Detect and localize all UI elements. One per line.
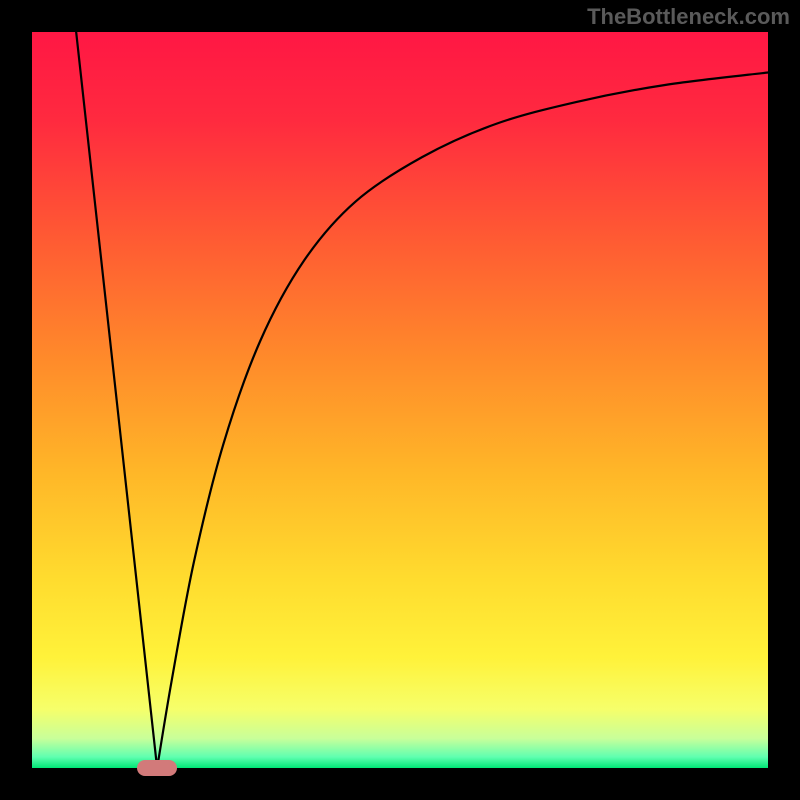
chart-frame: TheBottleneck.com xyxy=(0,0,800,800)
watermark-text: TheBottleneck.com xyxy=(587,4,790,30)
minimum-marker xyxy=(137,760,177,776)
plot-area xyxy=(32,32,768,768)
bottleneck-curve xyxy=(32,32,768,768)
